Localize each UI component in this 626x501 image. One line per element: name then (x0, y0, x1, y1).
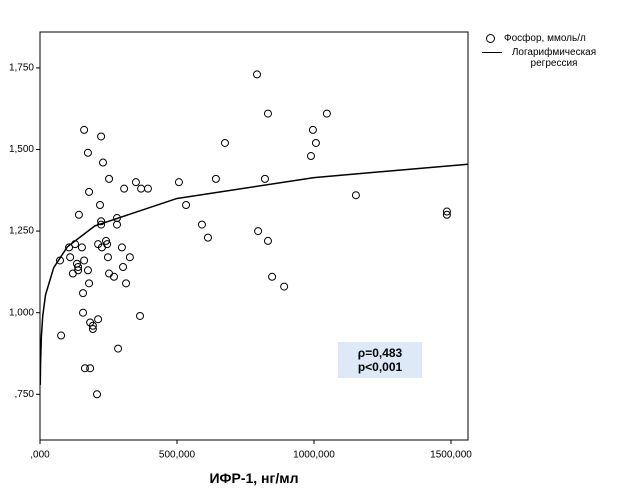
legend-item: Фосфор, ммоль/л (482, 33, 622, 45)
data-point (253, 70, 262, 79)
y-tick-label: 1,000 (9, 307, 34, 318)
data-point (120, 184, 129, 193)
data-point (65, 243, 74, 252)
legend-marker (482, 33, 504, 45)
data-point (103, 240, 112, 249)
legend-label: Фосфор, ммоль/л (504, 33, 586, 44)
data-point (322, 109, 331, 118)
data-point (74, 266, 83, 275)
legend-label: Логарифмическая регрессия (511, 47, 597, 69)
data-point (88, 321, 97, 330)
data-point (103, 253, 112, 262)
data-point (77, 243, 86, 252)
data-point (85, 279, 94, 288)
data-point (260, 174, 269, 183)
data-point (88, 325, 97, 334)
data-point (220, 138, 229, 147)
data-point (203, 233, 212, 242)
data-point (442, 210, 451, 219)
data-point (94, 315, 103, 324)
data-point (102, 236, 111, 245)
data-point (57, 331, 66, 340)
data-point (174, 178, 183, 187)
data-point (112, 220, 121, 229)
data-point (79, 289, 88, 298)
annotation: ρ=0,483 (357, 346, 403, 360)
y-tick-label: 1,750 (9, 63, 34, 74)
data-point (143, 184, 152, 193)
data-point (96, 200, 105, 209)
data-point (131, 178, 140, 187)
data-point (263, 236, 272, 245)
data-point (86, 364, 95, 373)
regression-line (39, 163, 469, 385)
y-tick-label: ,750 (15, 389, 35, 400)
data-point (97, 132, 106, 141)
data-point (122, 279, 131, 288)
data-point (109, 272, 118, 281)
data-point (136, 311, 145, 320)
data-point (66, 253, 75, 262)
data-point (105, 174, 114, 183)
x-tick-label: 1500,000 (430, 450, 472, 461)
data-point (211, 174, 220, 183)
data-point (92, 390, 101, 399)
data-point (68, 269, 77, 278)
data-point (308, 125, 317, 134)
data-point (117, 243, 126, 252)
annotation: p<0,001 (357, 360, 403, 374)
data-point (125, 253, 134, 262)
data-point (97, 217, 106, 226)
data-point (137, 184, 146, 193)
data-point (182, 200, 191, 209)
data-point (83, 148, 92, 157)
data-point (74, 263, 83, 272)
legend-item: Логарифмическая регрессия (482, 47, 622, 69)
data-point (263, 109, 272, 118)
data-point (99, 158, 108, 167)
data-point (254, 227, 263, 236)
y-tick-label: 1,250 (9, 226, 34, 237)
data-point (83, 266, 92, 275)
data-point (74, 210, 83, 219)
x-tick-label: ,000 (30, 450, 50, 461)
data-point (442, 207, 451, 216)
data-point (105, 269, 114, 278)
data-point (80, 125, 89, 134)
y-tick-label: 1,500 (9, 144, 34, 155)
plot-area (39, 31, 469, 441)
x-axis-label: ИФР-1, нг/мл (209, 470, 299, 486)
data-point (80, 364, 89, 373)
data-point (268, 272, 277, 281)
data-point (311, 138, 320, 147)
data-point (280, 282, 289, 291)
data-point (197, 220, 206, 229)
data-point (114, 344, 123, 353)
x-tick-label: 1000,000 (293, 450, 335, 461)
legend-line (482, 47, 504, 59)
data-point (80, 256, 89, 265)
x-tick-label: 500,000 (159, 450, 196, 461)
annotation-box: ρ=0,483 p<0,001 (338, 342, 422, 378)
data-point (85, 187, 94, 196)
data-point (119, 263, 128, 272)
data-point (79, 308, 88, 317)
data-point (351, 191, 360, 200)
data-point (306, 152, 315, 161)
legend: Фосфор, ммоль/л Логарифмическая регресси… (482, 33, 622, 71)
